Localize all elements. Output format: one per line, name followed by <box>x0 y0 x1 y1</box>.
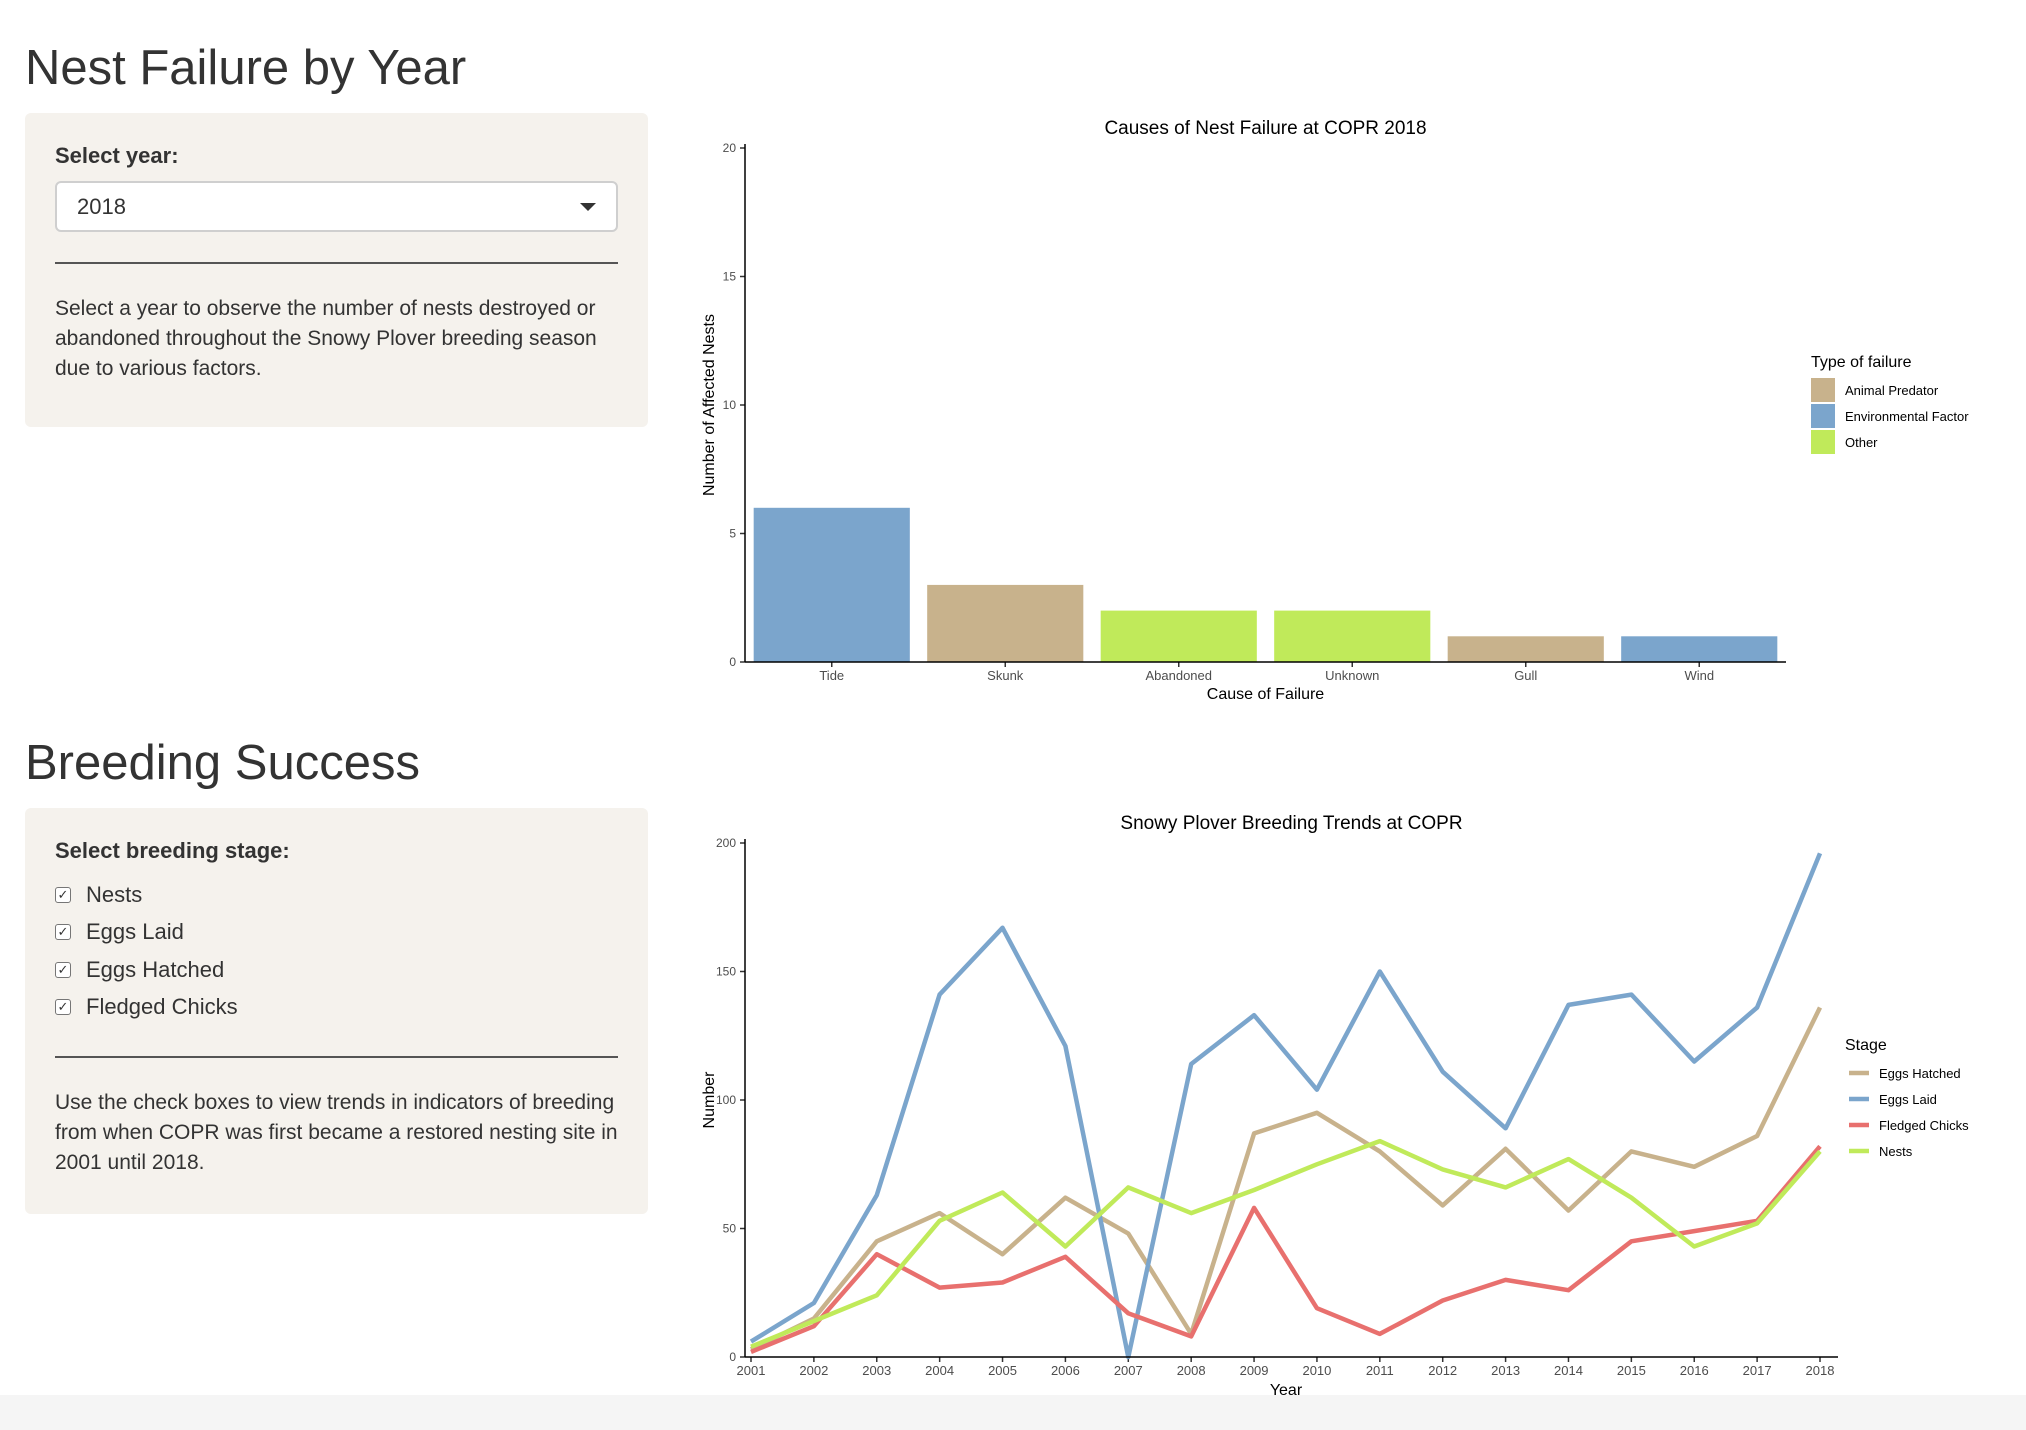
series-line <box>750 1144 1822 1354</box>
y-tick-label: 50 <box>723 1222 737 1236</box>
legend-swatch <box>1811 378 1835 402</box>
chevron-down-icon <box>580 202 596 211</box>
bar <box>1447 636 1604 662</box>
y-axis-title: Number <box>701 1071 718 1129</box>
series-line <box>750 1006 1823 1352</box>
x-tick-label: Wind <box>1684 668 1714 683</box>
x-tick-label: 2016 <box>1680 1363 1709 1378</box>
y-tick-label: 10 <box>723 398 737 412</box>
year-select-value: 2018 <box>77 193 126 219</box>
checkbox-icon[interactable]: ✓ <box>55 961 71 978</box>
y-tick-label: 0 <box>729 1350 736 1364</box>
legend-label: Other <box>1845 435 1878 450</box>
section-title-breeding-success: Breeding Success <box>25 736 420 790</box>
x-tick-label: 2005 <box>988 1363 1017 1378</box>
x-tick-label: Tide <box>819 668 844 683</box>
bar <box>1100 610 1257 662</box>
y-axis-title: Number of Affected Nests <box>701 314 718 496</box>
x-tick-label: 2013 <box>1491 1363 1520 1378</box>
checkbox-label: Fledged Chicks <box>86 994 238 1020</box>
legend-label: Nests <box>1879 1144 1913 1159</box>
x-axis-title: Cause of Failure <box>1207 686 1324 703</box>
checkbox-eggs-laid[interactable]: ✓ Eggs Laid <box>55 914 618 952</box>
year-selector-panel: Select year: 2018 Select a year to obser… <box>25 113 648 427</box>
x-tick-label: Gull <box>1514 668 1537 683</box>
legend-swatch <box>1811 404 1835 428</box>
y-tick-label: 200 <box>716 836 736 850</box>
x-tick-label: 2001 <box>737 1363 766 1378</box>
year-help-text: Select a year to observe the number of n… <box>55 297 597 380</box>
x-tick-label: 2004 <box>925 1363 954 1378</box>
x-tick-label: 2009 <box>1240 1363 1269 1378</box>
legend-label: Animal Predator <box>1845 383 1939 398</box>
legend-title: Type of failure <box>1811 354 1912 371</box>
y-tick-label: 100 <box>716 1093 736 1107</box>
x-tick-label: 2012 <box>1428 1363 1457 1378</box>
x-tick-label: 2003 <box>862 1363 891 1378</box>
year-select[interactable]: 2018 <box>55 181 618 232</box>
checkbox-eggs-hatched[interactable]: ✓ Eggs Hatched <box>55 951 618 989</box>
x-tick-label: 2002 <box>799 1363 828 1378</box>
legend-title: Stage <box>1845 1037 1887 1054</box>
y-tick-label: 5 <box>729 527 736 541</box>
x-tick-label: 2015 <box>1617 1363 1646 1378</box>
stage-help-text: Use the check boxes to view trends in in… <box>55 1091 618 1174</box>
divider <box>55 262 618 264</box>
x-tick-label: Abandoned <box>1145 668 1212 683</box>
legend-swatch <box>1811 430 1835 454</box>
x-tick-label: Skunk <box>987 668 1024 683</box>
x-tick-label: 2014 <box>1554 1363 1583 1378</box>
checkbox-icon[interactable]: ✓ <box>55 886 71 903</box>
x-tick-label: 2018 <box>1806 1363 1835 1378</box>
x-tick-label: 2008 <box>1177 1363 1206 1378</box>
x-tick-label: 2007 <box>1114 1363 1143 1378</box>
bar <box>927 584 1084 662</box>
stage-selector-panel: Select breeding stage: ✓ Nests ✓ Eggs La… <box>25 808 648 1214</box>
select-year-label: Select year: <box>55 143 179 168</box>
checkbox-label: Nests <box>86 881 143 907</box>
series-line <box>749 852 1823 1360</box>
divider <box>55 1056 618 1058</box>
nest-failure-bar-chart: Causes of Nest Failure at COPR 2018 Tide S… <box>701 118 1969 703</box>
checkbox-label: Eggs Hatched <box>86 956 225 982</box>
page-footer-shade <box>0 1395 2026 1430</box>
x-tick-label: Unknown <box>1325 668 1379 683</box>
checkbox-icon[interactable]: ✓ <box>55 999 71 1016</box>
chart-title: Causes of Nest Failure at COPR 2018 <box>1104 118 1426 139</box>
x-tick-label: 2017 <box>1743 1363 1772 1378</box>
checkbox-nests[interactable]: ✓ Nests <box>55 876 618 914</box>
y-tick-label: 150 <box>716 965 736 979</box>
select-stage-label: Select breeding stage: <box>55 838 290 863</box>
y-tick-label: 20 <box>723 141 737 155</box>
bar <box>1621 636 1778 662</box>
y-tick-label: 15 <box>723 270 737 284</box>
y-tick-label: 0 <box>729 655 736 669</box>
series-line <box>750 1138 1822 1349</box>
checkbox-label: Eggs Laid <box>86 919 184 945</box>
legend-label: Eggs Hatched <box>1879 1066 1961 1081</box>
legend-label: Eggs Laid <box>1879 1092 1937 1107</box>
x-tick-label: 2011 <box>1366 1363 1394 1378</box>
x-tick-label: 2010 <box>1302 1363 1331 1378</box>
bar <box>1274 610 1431 662</box>
legend-label: Fledged Chicks <box>1879 1118 1969 1133</box>
checkbox-icon[interactable]: ✓ <box>55 924 71 941</box>
bar <box>753 507 910 662</box>
section-title-nest-failure: Nest Failure by Year <box>25 41 467 95</box>
chart-title: Snowy Plover Breeding Trends at COPR <box>1120 813 1462 834</box>
checkbox-fledged-chicks[interactable]: ✓ Fledged Chicks <box>55 989 618 1027</box>
x-tick-label: 2006 <box>1051 1363 1080 1378</box>
legend-label: Environmental Factor <box>1845 409 1969 424</box>
